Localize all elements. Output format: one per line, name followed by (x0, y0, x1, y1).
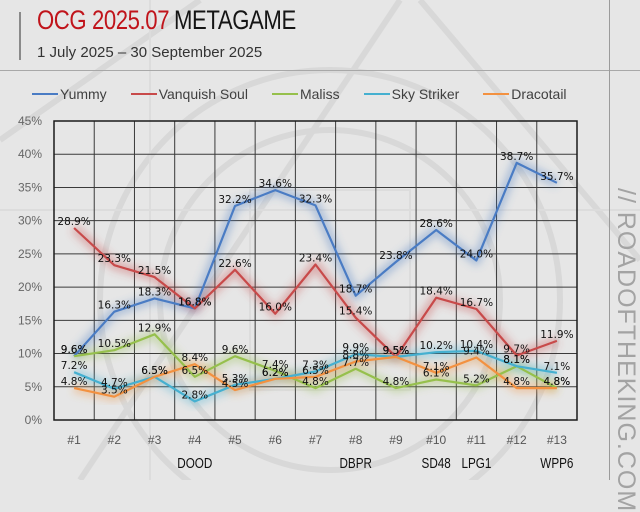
set-release-label: DBPR (339, 455, 372, 472)
data-label-yummy: 24.0% (460, 249, 493, 261)
data-label-vanquish-soul: 16.8% (178, 296, 211, 308)
data-label-yummy: 35.7% (540, 171, 573, 183)
x-tick-label: #11 (467, 433, 486, 447)
data-label-vanquish-soul: 21.5% (138, 265, 171, 277)
data-label-vanquish-soul: 15.4% (339, 306, 372, 318)
x-tick-label: #13 (547, 433, 567, 447)
data-label-sky-striker: 2.8% (181, 389, 208, 401)
data-label-maliss: 12.9% (138, 322, 171, 334)
x-tick-label: #1 (67, 433, 81, 447)
data-label-dracotail: 6.2% (262, 367, 289, 379)
data-label-dracotail: 9.4% (463, 346, 490, 358)
data-label-dracotail: 6.5% (141, 365, 168, 377)
data-label-yummy: 18.7% (339, 284, 372, 296)
data-label-dracotail: 4.8% (61, 376, 88, 388)
data-label-maliss: 10.5% (98, 338, 131, 350)
data-label-dracotail: 3.5% (101, 385, 128, 397)
y-tick-label: 5% (25, 380, 43, 394)
x-tick-label: #9 (389, 433, 403, 447)
data-label-dracotail: 8.4% (181, 352, 208, 364)
data-label-vanquish-soul: 28.9% (57, 216, 90, 228)
data-label-yummy: 32.3% (299, 193, 332, 205)
data-label-dracotail: 4.8% (544, 376, 571, 388)
data-label-yummy: 28.6% (420, 218, 453, 230)
y-tick-label: 15% (18, 313, 42, 327)
x-tick-label: #6 (269, 433, 283, 447)
data-label-dracotail: 6.5% (302, 365, 329, 377)
data-label-sky-striker: 8.1% (503, 354, 530, 366)
data-label-maliss: 4.8% (302, 376, 329, 388)
data-label-dracotail: 7.1% (423, 361, 450, 373)
data-label-maliss: 9.6% (61, 344, 88, 356)
data-label-sky-striker: 7.2% (61, 360, 88, 372)
data-label-vanquish-soul: 18.4% (420, 286, 453, 298)
x-tick-label: #10 (426, 433, 446, 447)
data-label-maliss: 6.5% (181, 365, 208, 377)
set-release-label: DOOD (177, 455, 212, 472)
y-tick-label: 35% (18, 180, 42, 194)
data-label-dracotail: 4.5% (222, 378, 249, 390)
data-label-yummy: 34.6% (259, 178, 292, 190)
data-label-maliss: 4.8% (383, 376, 410, 388)
x-tick-label: #7 (309, 433, 323, 447)
set-release-label: LPG1 (461, 455, 491, 472)
x-tick-label: #8 (349, 433, 363, 447)
data-label-sky-striker: 10.2% (420, 340, 453, 352)
y-tick-label: 30% (18, 214, 42, 228)
x-tick-label: #4 (188, 433, 202, 447)
data-label-vanquish-soul: 23.4% (299, 253, 332, 265)
data-label-dracotail: 9.5% (383, 345, 410, 357)
data-label-maliss: 9.6% (222, 344, 249, 356)
data-label-yummy: 32.2% (218, 194, 251, 206)
data-label-maliss: 5.2% (463, 373, 490, 385)
y-tick-label: 25% (18, 247, 42, 261)
y-tick-label: 10% (18, 347, 42, 361)
data-label-vanquish-soul: 22.6% (218, 258, 251, 270)
data-label-vanquish-soul: 23.3% (98, 253, 131, 265)
data-label-yummy: 16.3% (98, 300, 131, 312)
y-tick-label: 20% (18, 280, 42, 294)
data-label-sky-striker: 7.1% (544, 361, 571, 373)
data-label-vanquish-soul: 16.7% (460, 297, 493, 309)
data-label-vanquish-soul: 11.9% (540, 329, 573, 341)
data-label-dracotail: 4.8% (503, 376, 530, 388)
set-release-label: WPP6 (540, 455, 573, 472)
data-label-dracotail: 8.8% (342, 350, 369, 362)
data-label-yummy: 38.7% (500, 151, 533, 163)
x-tick-label: #2 (108, 433, 122, 447)
y-tick-label: 40% (18, 147, 42, 161)
data-label-yummy: 23.8% (379, 250, 412, 262)
data-label-vanquish-soul: 16.0% (259, 302, 292, 314)
x-tick-label: #3 (148, 433, 162, 447)
line-chart: 9.6% 16.3% 18.3% 16.8% 32.2% 34.6% 32.3% 18.7% 2… (0, 0, 640, 480)
x-tick-label: #12 (507, 433, 527, 447)
y-tick-label: 45% (18, 114, 42, 128)
x-tick-label: #5 (228, 433, 242, 447)
set-release-label: SD48 (422, 455, 451, 472)
y-tick-label: 0% (25, 413, 43, 427)
data-label-yummy: 18.3% (138, 286, 171, 298)
